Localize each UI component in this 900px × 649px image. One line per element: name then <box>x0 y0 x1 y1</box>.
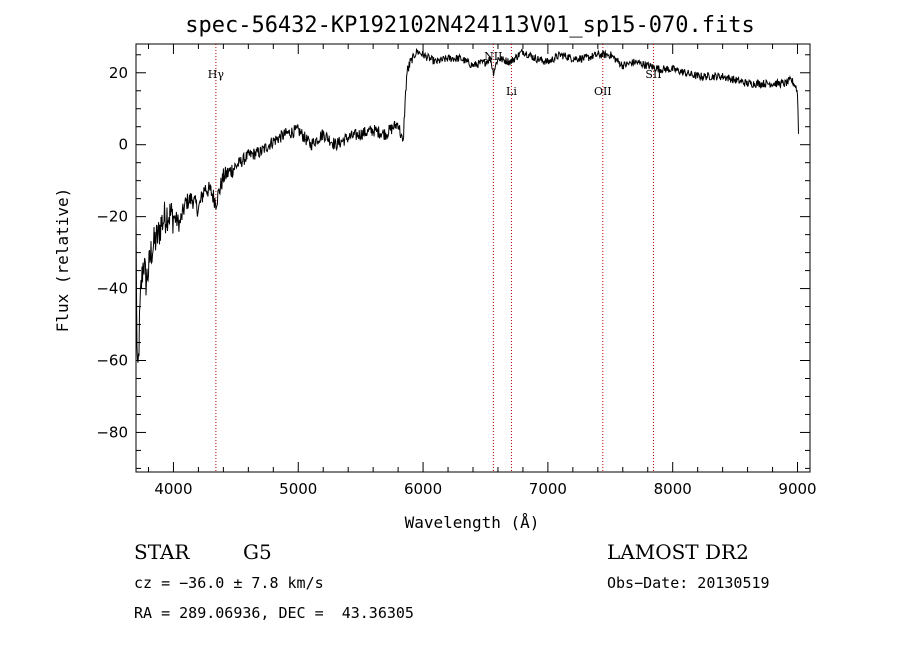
spectrum-line <box>135 48 799 363</box>
x-axis-label: Wavelength (Å) <box>405 513 540 532</box>
line-marker-label: OII <box>594 85 612 98</box>
survey-name: LAMOST DR2 <box>607 540 749 564</box>
plot-frame <box>135 43 811 473</box>
y-tick-label: −60 <box>96 352 128 370</box>
x-tick-label: 9000 <box>778 480 816 498</box>
y-tick-label: −20 <box>96 208 128 226</box>
line-marker-label: SII <box>645 68 661 81</box>
x-tick-label: 8000 <box>654 480 692 498</box>
redshift-cz: cz = −36.0 ± 7.8 km/s <box>134 574 324 592</box>
y-tick-label: −80 <box>96 423 128 441</box>
obs-date: Obs−Date: 20130519 <box>607 574 770 592</box>
x-tick-label: 4000 <box>154 480 192 498</box>
x-tick-label: 5000 <box>279 480 317 498</box>
x-tick-label: 7000 <box>529 480 567 498</box>
line-marker-label: Li <box>506 85 517 98</box>
x-tick-label: 6000 <box>404 480 442 498</box>
y-tick-label: 20 <box>109 64 128 82</box>
y-axis-label: Flux (relative) <box>53 188 72 333</box>
chart-title: spec-56432-KP192102N424113V01_sp15-070.f… <box>185 13 755 38</box>
axis-ticks: 4000 5000 6000 7000 8000 9000 −80 −60 −40 −20 0 20 <box>96 44 817 498</box>
y-tick-label: −40 <box>96 280 128 298</box>
ra-dec: RA = 289.06936, DEC = 43.36305 <box>134 604 414 622</box>
y-tick-label: 0 <box>118 136 128 154</box>
object-subclass: G5 <box>243 540 272 564</box>
object-class: STAR <box>134 540 190 564</box>
line-marker-label: Hγ <box>208 68 225 81</box>
